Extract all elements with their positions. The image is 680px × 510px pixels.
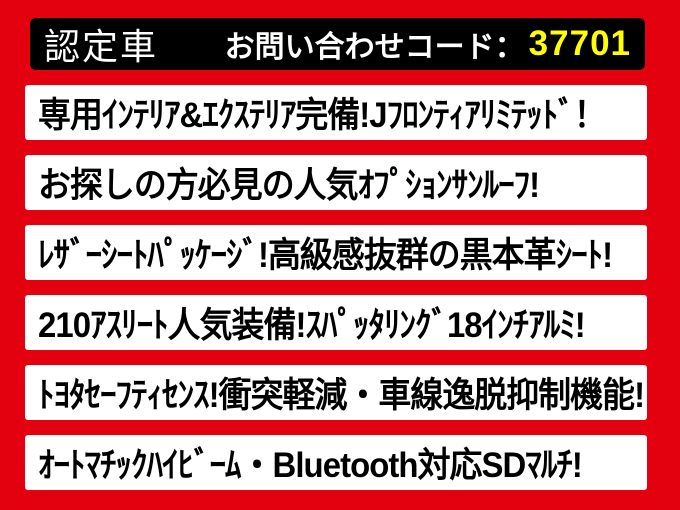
feature-banner-sunroof: お探しの方必見の人気ｵﾌﾟｼｮﾝｻﾝﾙｰﾌ! (25, 155, 647, 210)
feature-banner-leather-seat: ﾚｻﾞｰｼｰﾄﾊﾟｯｹｰｼﾞ!高級感抜群の黒本革ｼｰﾄ! (25, 225, 647, 280)
feature-banner-safety-sense: ﾄﾖﾀｾｰﾌﾃｨｾﾝｽ!衝突軽減・車線逸脱抑制機能! (25, 365, 647, 420)
feature-banner-wheels: 210ｱｽﾘｰﾄ人気装備!ｽﾊﾟｯﾀﾘﾝｸﾞ18ｲﾝﾁｱﾙﾐ! (25, 295, 647, 350)
inquiry-code-label: お問い合わせコード： (224, 31, 525, 64)
feature-text: 210ｱｽﾘｰﾄ人気装備!ｽﾊﾟｯﾀﾘﾝｸﾞ18ｲﾝﾁｱﾙﾐ! (38, 306, 586, 345)
feature-banner-interior: 専用ｲﾝﾃﾘｱ&ｴｸｽﾃﾘｱ完備!Jﾌﾛﾝﾃｨｱﾘﾐﾃｯﾄﾞ！ (25, 85, 647, 140)
feature-text: ﾄﾖﾀｾｰﾌﾃｨｾﾝｽ!衝突軽減・車線逸脱抑制機能! (38, 376, 645, 415)
inquiry-code-value: 37701 (528, 24, 631, 63)
feature-text: 専用ｲﾝﾃﾘｱ&ｴｸｽﾃﾘｱ完備!Jﾌﾛﾝﾃｨｱﾘﾐﾃｯﾄﾞ！ (38, 96, 607, 135)
certified-car-badge: 認定車 (44, 26, 159, 67)
feature-text: ﾚｻﾞｰｼｰﾄﾊﾟｯｹｰｼﾞ!高級感抜群の黒本革ｼｰﾄ! (38, 236, 613, 275)
inquiry-code-group: お問い合わせコード： 37701 (225, 22, 631, 66)
feature-text: お探しの方必見の人気ｵﾌﾟｼｮﾝｻﾝﾙｰﾌ! (38, 166, 540, 205)
inquiry-header-bar: 認定車 お問い合わせコード： 37701 (30, 18, 645, 70)
feature-banner-bluetooth-multi: ｵｰﾄﾏﾁｯｸﾊｲﾋﾞｰﾑ・Bluetooth対応SDﾏﾙﾁ! (25, 435, 647, 490)
feature-text: ｵｰﾄﾏﾁｯｸﾊｲﾋﾞｰﾑ・Bluetooth対応SDﾏﾙﾁ! (38, 446, 583, 485)
